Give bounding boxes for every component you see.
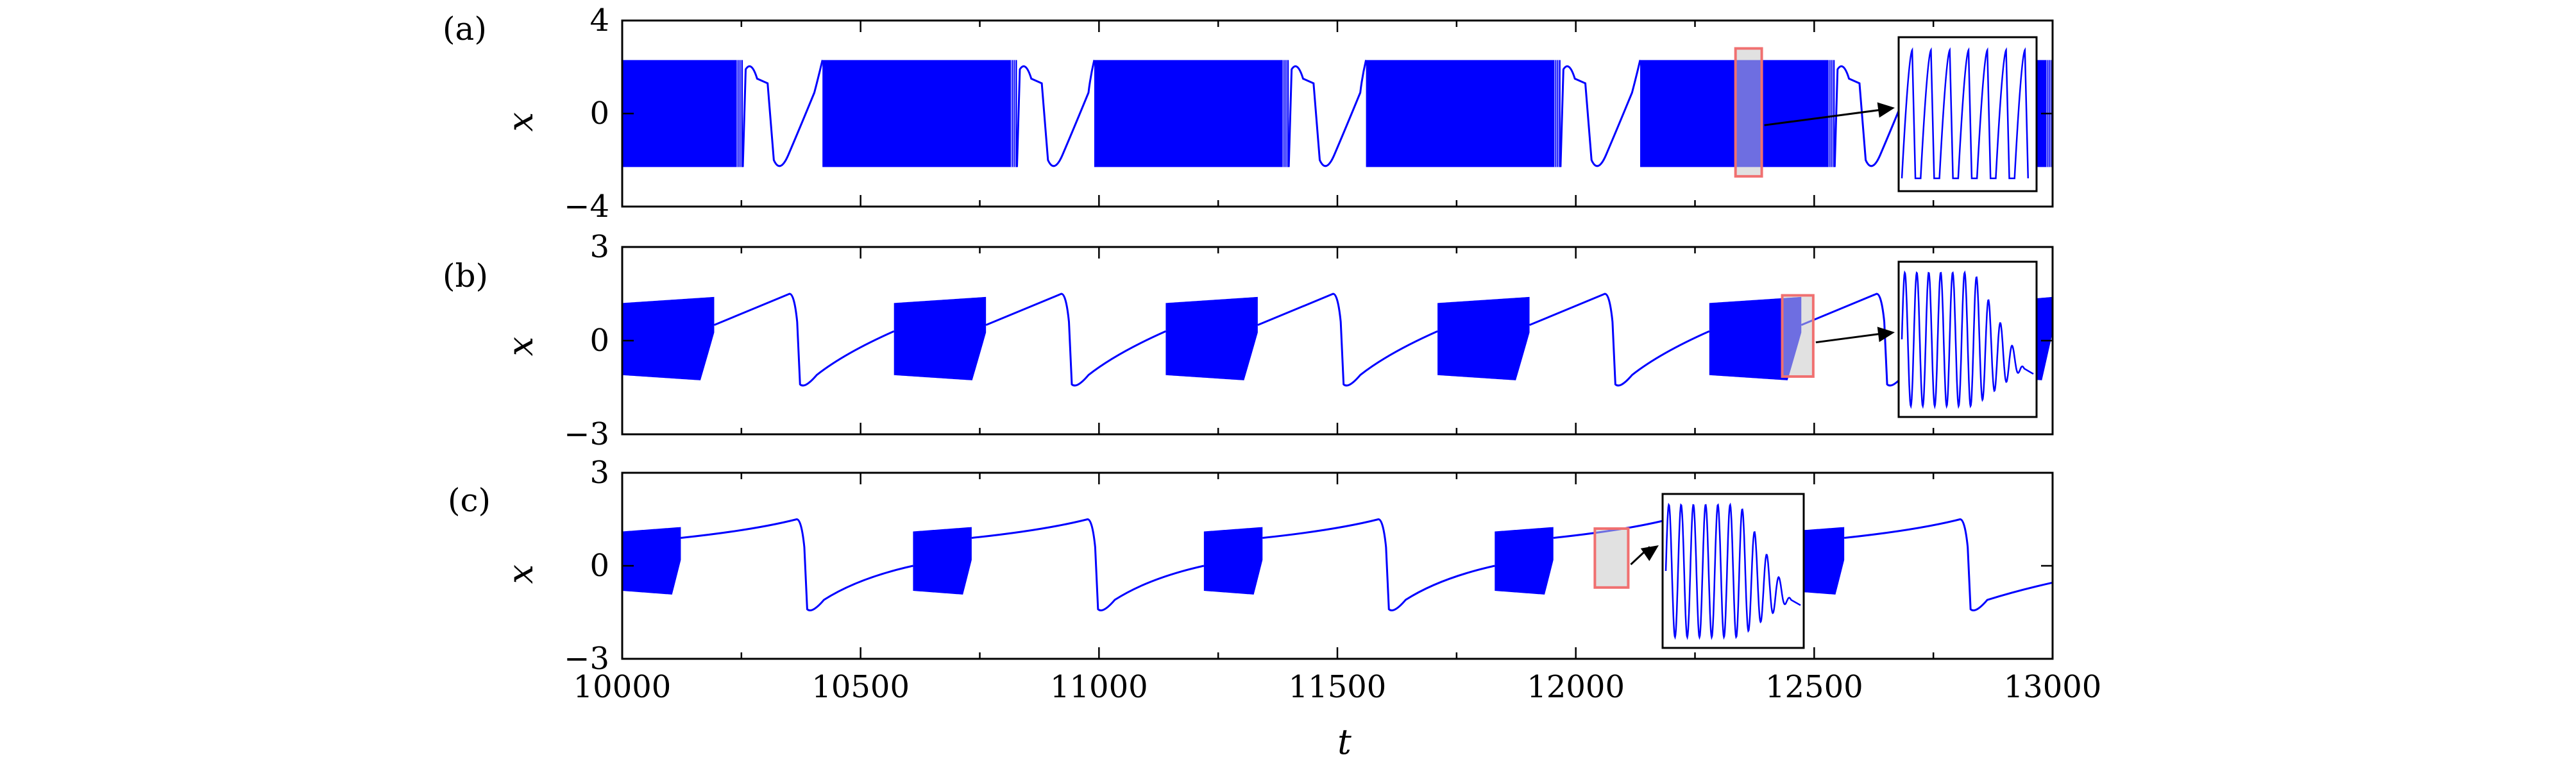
inset-arrowhead [1877, 102, 1895, 118]
y-axis-label-b: x [500, 337, 541, 356]
x-tick-label: 10500 [811, 669, 910, 705]
panel-b: −3 0 3 [564, 229, 2054, 452]
relaxation-trace [713, 293, 895, 387]
x-tick-label: 11500 [1289, 669, 1387, 705]
panel-c: −3 0 3 10000 10500 11000 11500 12000 12500 13000 [564, 455, 2102, 705]
relaxation-trace [1257, 293, 1438, 387]
burst-block [622, 527, 681, 595]
quiescent-trace [741, 60, 824, 167]
quiescent-trace [1287, 60, 1368, 167]
y-tick-label: 0 [589, 96, 609, 132]
y-axis-label-a: x [500, 112, 541, 132]
highlight-box [1734, 47, 1763, 178]
quiescent-trace [1559, 60, 1641, 167]
plot-frame [621, 246, 2054, 436]
y-tick-label: 4 [589, 3, 609, 38]
y-tick-label: −3 [564, 416, 609, 452]
burst-block [1203, 527, 1263, 595]
x-tick-label: 13000 [2004, 669, 2102, 705]
y-tick-label: 0 [589, 548, 609, 584]
relaxation-trace [1262, 518, 1495, 611]
y-tick-label: −4 [564, 189, 609, 225]
inset-arrow-shaft [1764, 108, 1886, 126]
burst-block [894, 296, 987, 380]
inset-arrowhead [1877, 327, 1895, 343]
burst-block [1437, 296, 1530, 380]
y-tick-label: −3 [564, 641, 609, 677]
x-tick-label: 12000 [1527, 669, 1625, 705]
burst-block [1495, 527, 1554, 595]
burst-block [1709, 296, 1802, 380]
relaxation-trace [971, 518, 1205, 611]
x-axis-label: t [1337, 722, 1352, 762]
inset-trace [1665, 502, 1801, 640]
burst-block [622, 60, 743, 167]
burst-block [1165, 296, 1258, 380]
relaxation-trace [985, 293, 1167, 387]
relaxation-trace [622, 562, 639, 576]
x-tick-label: 10000 [573, 669, 672, 705]
y-tick-label: 3 [589, 229, 609, 265]
y-axis-label-c: x [500, 565, 541, 584]
inset-arrowhead [1640, 545, 1659, 561]
inset-arrow-shaft [1815, 332, 1886, 344]
plot-area [622, 60, 2053, 167]
inset-trace [1901, 270, 2034, 410]
y-tick-label: 3 [589, 455, 609, 491]
burst-block [1366, 60, 1561, 167]
plot-area [622, 518, 2053, 611]
burst-block [913, 527, 972, 595]
burst-block [822, 60, 1017, 167]
relaxation-trace [681, 518, 913, 611]
inset-trace [1901, 47, 2029, 180]
quiescent-trace [1015, 60, 1096, 167]
x-tick-label: 11000 [1050, 669, 1148, 705]
panel-a: −4 0 4 [564, 3, 2054, 225]
relaxation-trace [1529, 293, 1710, 387]
relaxation-trace [1844, 518, 2053, 611]
relaxation-trace [2052, 324, 2053, 325]
burst-block [1094, 60, 1289, 167]
panel-label-b: (b) [443, 257, 488, 294]
panel-label-c: (c) [448, 482, 491, 519]
x-tick-label: 12500 [1765, 669, 1863, 705]
panel-label-a: (a) [443, 10, 487, 47]
highlight-box [1593, 527, 1630, 589]
y-tick-label: 0 [589, 323, 609, 359]
burst-block [622, 296, 715, 380]
highlight-box [1781, 294, 1815, 378]
